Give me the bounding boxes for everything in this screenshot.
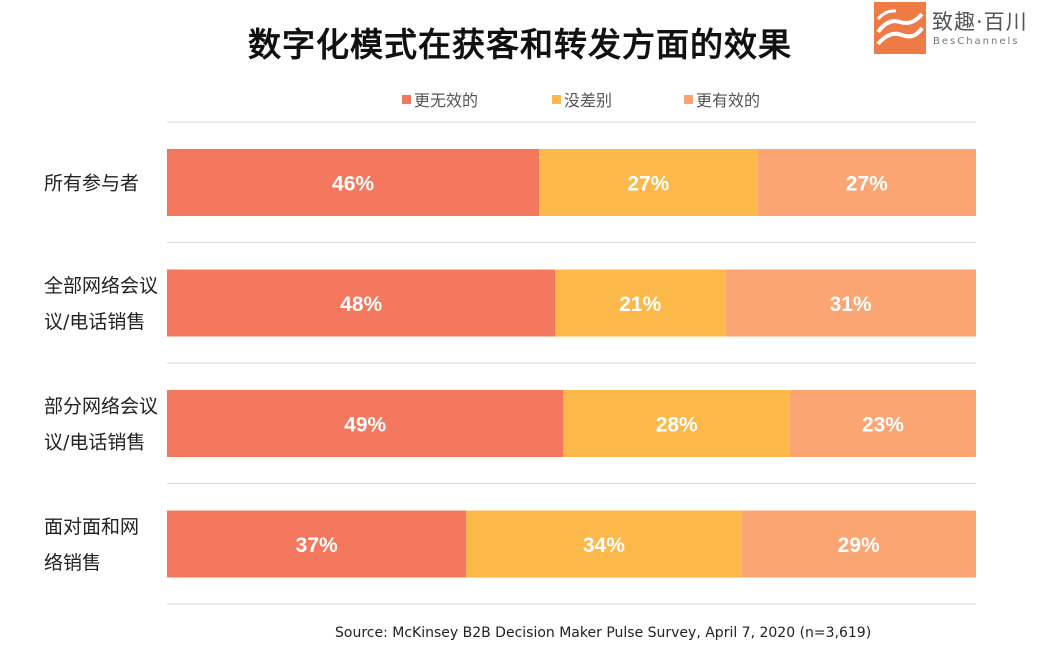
- category-label: 面对面和网络销售: [44, 516, 139, 574]
- bar-segment: [539, 149, 758, 216]
- data-label: 31%: [830, 293, 872, 316]
- category-label: 部分网络会议议/电话销售: [44, 396, 158, 454]
- data-label: 23%: [862, 414, 904, 437]
- data-label: 48%: [340, 293, 382, 316]
- bar-segment: [466, 510, 742, 578]
- bar-segment: [563, 390, 790, 457]
- beschannels-logo-icon: [874, 2, 926, 54]
- legend-swatch-less-effective: [402, 94, 411, 104]
- beschannels-logo: 致趣·百川 BesChannels: [874, 2, 1040, 54]
- source-note: Source: McKinsey B2B Decision Maker Puls…: [335, 625, 872, 641]
- bar-segment: [757, 149, 976, 216]
- legend-label-more-effective: 更有效的: [696, 91, 761, 110]
- data-label: 29%: [838, 534, 880, 557]
- bar-segment: [167, 149, 540, 216]
- logo-subtitle: BesChannels: [933, 36, 1020, 47]
- category-label: 全部网络会议议/电话销售: [44, 275, 158, 333]
- legend-swatch-more-effective: [684, 94, 693, 104]
- data-label: 46%: [332, 173, 374, 196]
- chart-title: 数字化模式在获客和转发方面的效果: [248, 25, 792, 64]
- legend-label-no-difference: 没差别: [564, 91, 613, 110]
- bar-segment: [167, 510, 467, 578]
- bar-segment: [167, 269, 556, 337]
- bar-segment: [789, 390, 976, 457]
- bar-segment: [555, 269, 726, 337]
- data-label: 37%: [296, 534, 338, 557]
- stacked-bar-chart: 46% 27% 27% 所有参与者 48% 21% 31% 全部网络会议议/电话销售 49% 28…: [44, 121, 976, 605]
- legend-swatch-no-difference: [552, 94, 561, 104]
- data-label: 49%: [344, 414, 386, 437]
- legend-item-more-effective: 更有效的: [684, 88, 760, 110]
- logo-name: 致趣·百川: [932, 10, 1028, 34]
- bar-segment: [725, 269, 976, 337]
- data-label: 34%: [583, 534, 625, 557]
- data-label: 28%: [656, 414, 698, 437]
- category-label: 所有参与者: [44, 173, 139, 195]
- bar-segment: [741, 510, 976, 578]
- data-label: 27%: [846, 173, 888, 196]
- data-label: 27%: [627, 173, 669, 196]
- data-label: 21%: [619, 293, 661, 316]
- legend-label-less-effective: 更无效的: [414, 91, 479, 110]
- legend-item-less-effective: 更无效的: [402, 88, 478, 110]
- bar-segment: [167, 390, 564, 457]
- legend-item-no-difference: 没差别: [552, 88, 612, 110]
